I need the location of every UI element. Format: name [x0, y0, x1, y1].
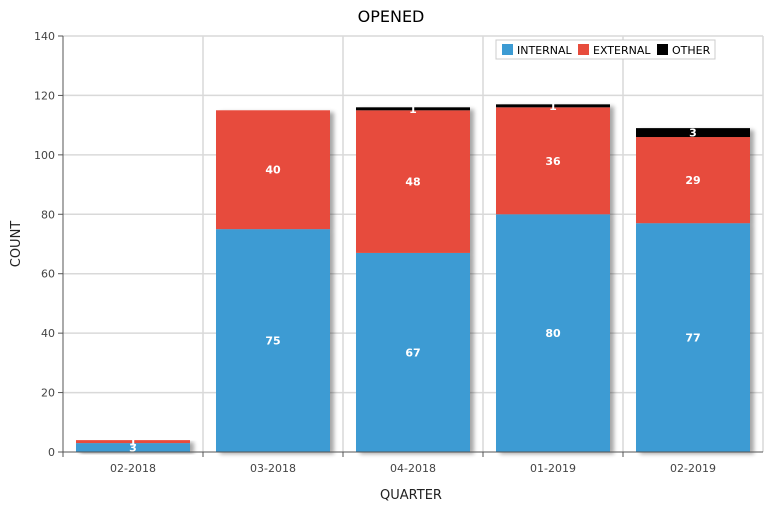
chart-title: OPENED: [358, 7, 425, 26]
bar-segment-internal[interactable]: [636, 223, 750, 452]
data-label: 3: [129, 442, 137, 455]
y-tick-label: 60: [41, 268, 55, 281]
data-label: 29: [685, 174, 700, 187]
y-tick-label: 120: [34, 89, 55, 102]
y-tick-label: 40: [41, 327, 55, 340]
data-label: 36: [545, 155, 561, 168]
bar-segment-internal[interactable]: [216, 229, 330, 452]
legend-swatch: [578, 44, 589, 55]
bar-segment-internal[interactable]: [356, 252, 470, 452]
y-tick-label: 100: [34, 149, 55, 162]
bar-segment-other[interactable]: [356, 107, 470, 111]
bar-segment-external[interactable]: [216, 110, 330, 230]
legend: INTERNAL EXTERNAL OTHER: [495, 39, 716, 60]
legend-label[interactable]: EXTERNAL: [593, 44, 651, 57]
bar-segment-external[interactable]: [76, 440, 190, 444]
bar-stack: [76, 440, 190, 452]
data-label: 40: [265, 164, 281, 177]
data-label: 1: [129, 436, 137, 449]
data-label: 3: [689, 127, 697, 140]
data-label: 75: [265, 335, 280, 348]
bar-segment-external[interactable]: [356, 110, 470, 253]
x-axis-label: QUARTER: [380, 488, 442, 503]
x-tick-label: 01-2019: [530, 462, 576, 475]
data-label: 67: [405, 346, 420, 359]
legend-swatch: [657, 44, 668, 55]
x-tick-label: 02-2019: [670, 462, 716, 475]
bar-stack: [496, 104, 610, 452]
y-tick-label: 0: [48, 446, 55, 459]
x-tick-label: 04-2018: [390, 462, 436, 475]
legend-label[interactable]: OTHER: [672, 44, 711, 57]
bar-segment-other[interactable]: [496, 104, 610, 108]
bar-stack: [356, 107, 470, 452]
bar-stack: [636, 128, 750, 452]
bar-stack: [216, 110, 330, 452]
x-tick-label: 03-2018: [250, 462, 296, 475]
bar-segment-external[interactable]: [636, 137, 750, 224]
y-tick-label: 140: [34, 30, 55, 43]
data-label: 1: [409, 103, 417, 116]
data-label: 48: [405, 176, 420, 189]
bar-segment-internal[interactable]: [76, 443, 190, 452]
data-label: 1: [549, 100, 557, 113]
data-label: 80: [545, 327, 561, 340]
bar-segment-external[interactable]: [496, 107, 610, 215]
legend-label[interactable]: INTERNAL: [517, 44, 573, 57]
y-tick-label: 80: [41, 208, 55, 221]
y-tick-label: 20: [41, 387, 55, 400]
x-tick-label: 02-2018: [110, 462, 156, 475]
y-axis-label: COUNT: [9, 221, 24, 268]
data-label: 77: [685, 332, 700, 345]
bar-segment-internal[interactable]: [496, 214, 610, 452]
legend-swatch: [502, 44, 513, 55]
bar-segment-other[interactable]: [636, 128, 750, 138]
